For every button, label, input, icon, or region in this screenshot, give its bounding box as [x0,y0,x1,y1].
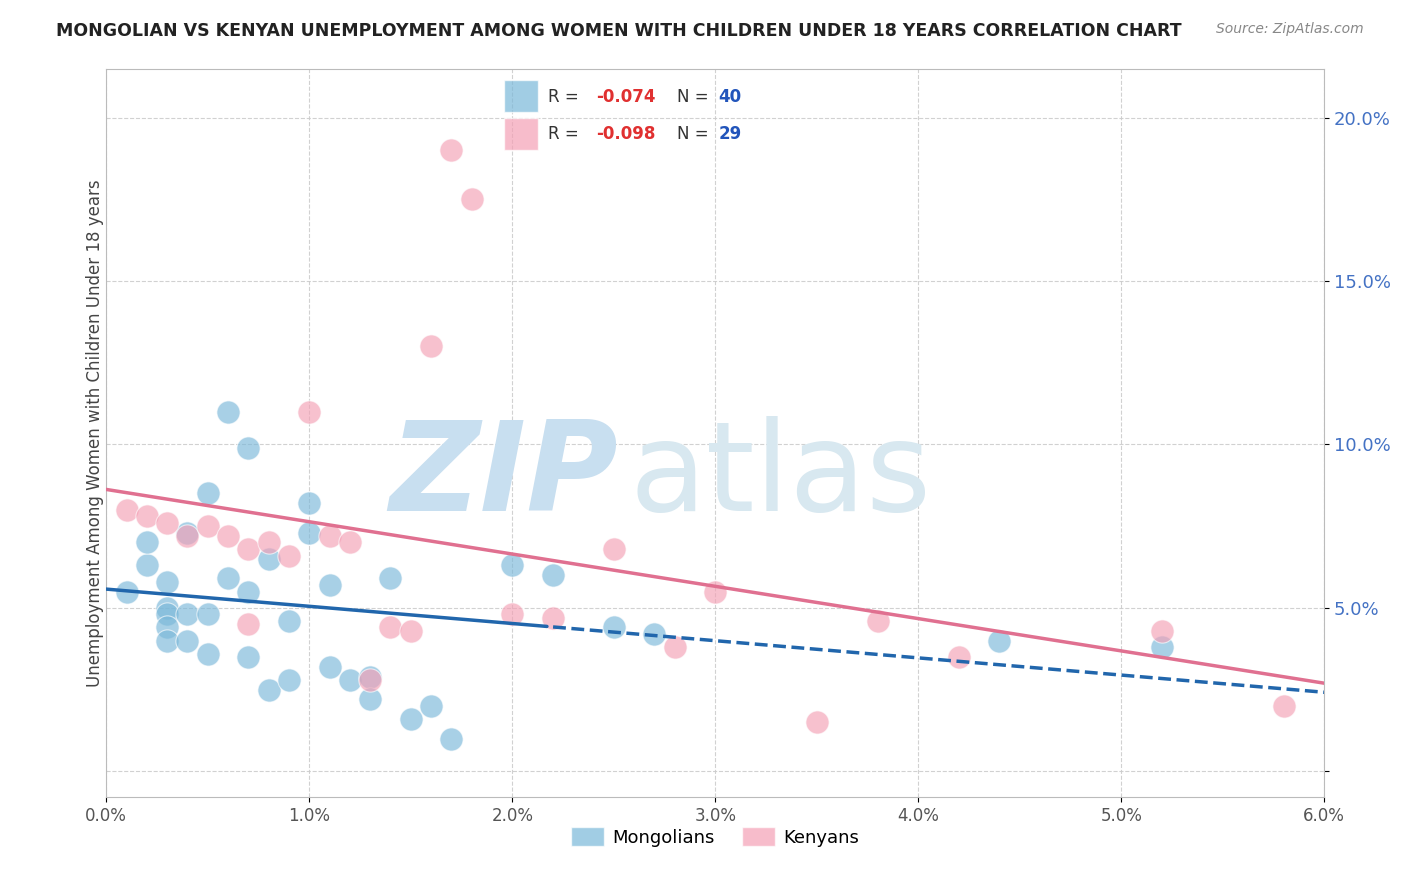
Point [501,558,523,573]
Point [238,584,260,599]
Point [704,584,727,599]
Point [339,673,361,687]
Point [298,525,321,540]
Text: MONGOLIAN VS KENYAN UNEMPLOYMENT AMONG WOMEN WITH CHILDREN UNDER 18 YEARS CORREL: MONGOLIAN VS KENYAN UNEMPLOYMENT AMONG W… [56,22,1182,40]
Point [643,627,665,641]
Point [380,620,402,634]
Point [359,692,381,706]
Point [176,607,198,622]
Point [298,496,321,510]
Point [115,584,138,599]
Point [501,607,523,622]
Point [948,649,970,664]
Point [399,712,422,726]
Point [176,525,198,540]
Point [1150,640,1173,654]
Point [541,568,564,582]
Point [156,607,179,622]
Point [217,529,239,543]
Point [420,339,443,353]
Point [217,571,239,585]
Point [238,441,260,455]
Point [359,669,381,683]
Point [197,519,219,533]
Point [156,633,179,648]
Point [238,617,260,632]
Point [197,607,219,622]
Point [318,529,340,543]
Point [318,578,340,592]
Legend: Mongolians, Kenyans: Mongolians, Kenyans [564,821,866,854]
Text: Source: ZipAtlas.com: Source: ZipAtlas.com [1216,22,1364,37]
Point [399,624,422,638]
Point [339,535,361,549]
Point [257,551,280,566]
Point [806,715,828,730]
Point [135,558,157,573]
Point [440,143,463,157]
Point [156,620,179,634]
Point [359,673,381,687]
Point [257,535,280,549]
Point [197,647,219,661]
Y-axis label: Unemployment Among Women with Children Under 18 years: Unemployment Among Women with Children U… [86,179,104,687]
Point [217,405,239,419]
Point [135,509,157,524]
Text: atlas: atlas [630,417,932,537]
Point [420,698,443,713]
Point [460,192,482,206]
Point [135,535,157,549]
Point [380,571,402,585]
Point [197,486,219,500]
Point [278,549,301,563]
Point [318,659,340,673]
Point [176,633,198,648]
Point [176,529,198,543]
Point [1272,698,1295,713]
Point [298,405,321,419]
Point [603,620,626,634]
Point [988,633,1011,648]
Point [866,614,889,628]
Point [156,600,179,615]
Point [238,542,260,557]
Text: ZIP: ZIP [389,417,617,537]
Point [541,610,564,624]
Point [257,682,280,697]
Point [603,542,626,557]
Point [278,673,301,687]
Point [156,574,179,589]
Point [440,731,463,746]
Point [1150,624,1173,638]
Point [238,649,260,664]
Point [278,614,301,628]
Point [664,640,686,654]
Point [156,516,179,530]
Point [115,503,138,517]
